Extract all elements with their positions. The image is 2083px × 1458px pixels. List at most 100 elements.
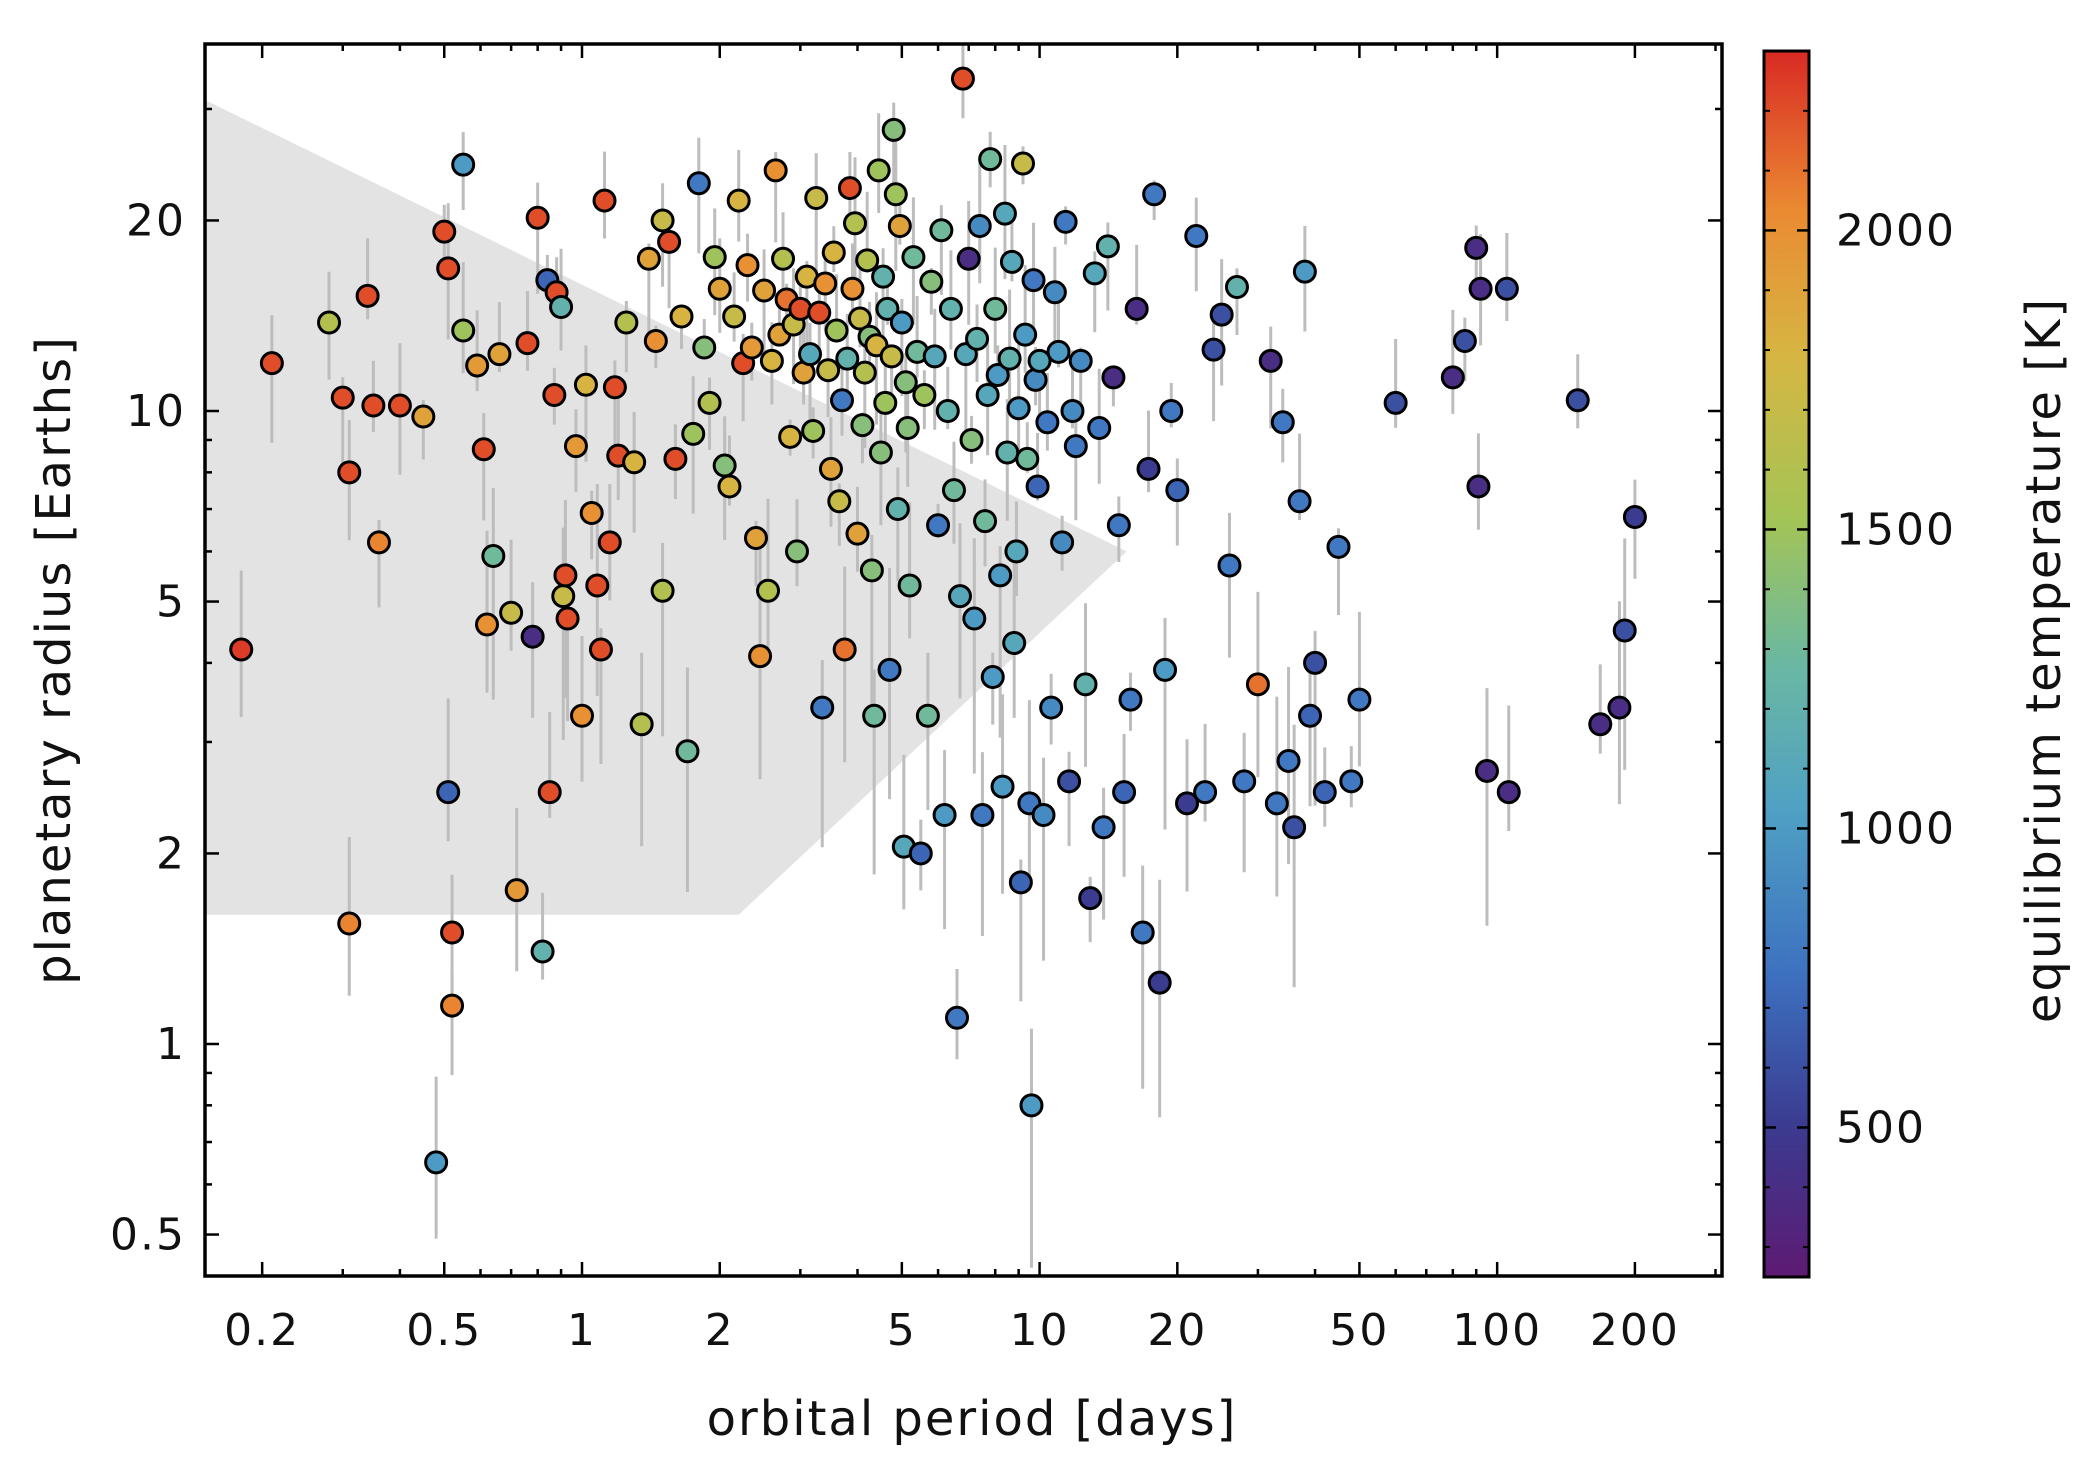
data-point [735,253,760,278]
data-point [997,346,1022,371]
data-point [748,644,773,669]
data-point [1087,416,1112,441]
data-point [1209,302,1234,327]
data-point [788,296,813,321]
data-point [1612,618,1637,643]
data-point [702,245,727,270]
data-point [436,780,461,805]
y-tick-labels: 0.5 1 2 5 10 20 [110,195,186,1260]
data-point [1224,274,1249,299]
data-point [970,803,995,828]
data-point [1159,398,1184,423]
data-point [850,413,875,438]
y-tick-label: 20 [126,195,186,246]
data-point [1565,388,1590,413]
data-point [515,331,540,356]
data-point [824,318,849,343]
data-point [1292,259,1317,284]
data-point [1021,268,1046,293]
data-point [585,573,610,598]
data-point [985,362,1010,387]
data-point [798,342,823,367]
data-point [1193,780,1218,805]
data-point [801,418,826,443]
data-point [636,246,661,271]
x-tick-label: 0.2 [224,1305,300,1356]
data-point [1153,657,1178,682]
data-point [451,318,476,343]
data-point [361,393,386,418]
x-tick-label: 100 [1452,1305,1542,1356]
data-point [424,1150,449,1175]
data-point [1078,886,1103,911]
data-point [889,310,914,335]
data-point [840,276,865,301]
data-point [451,152,476,177]
data-point [1063,434,1088,459]
data-point [1303,650,1328,675]
data-point [827,489,852,514]
data-point [895,416,920,441]
data-point [1276,748,1301,773]
data-point [926,513,951,538]
data-point [1130,920,1155,945]
data-point [1184,223,1209,248]
data-point [821,240,846,265]
colorbar-ticks: 500 1000 1500 2000 [1764,109,1954,1249]
y-tick-label: 10 [126,386,186,437]
data-point [1035,410,1060,435]
data-point [897,573,922,598]
data-point [837,176,862,201]
data-point [588,637,613,662]
data-point [1201,337,1226,362]
data-point [1004,539,1029,564]
data-point [759,348,784,373]
data-point [1015,446,1040,471]
data-point [1494,276,1519,301]
data-point [481,544,506,569]
data-point [1175,791,1200,816]
x-tick-label: 20 [1147,1305,1207,1356]
colorbar-title: equilibrium temperature [K] [2016,297,2072,1023]
data-point [881,117,906,142]
data-point [259,351,284,376]
data-point [1073,672,1098,697]
data-point [549,294,574,319]
data-point [504,878,529,903]
axis-ticks [205,44,1722,1276]
data-point [818,456,843,481]
data-point [563,434,588,459]
x-tick-label: 0.5 [406,1305,482,1356]
data-point [771,246,796,271]
plot-frame [203,42,1724,1278]
data-point [992,201,1017,226]
data-point [1112,780,1137,805]
data-point [629,712,654,737]
data-point [990,774,1015,799]
data-point [675,739,700,764]
data-point [879,344,904,369]
data-point [866,158,891,183]
data-point [1607,695,1632,720]
data-point [525,205,550,230]
data-point [956,246,981,271]
data-point [1023,367,1048,392]
data-point [885,497,910,522]
data-point [1142,182,1167,207]
data-point [387,393,412,418]
data-point [1011,151,1036,176]
data-point [555,606,580,631]
data-point [1039,695,1064,720]
data-point [1057,769,1082,794]
data-point [1270,410,1295,435]
data-point [229,637,254,662]
data-point [722,304,747,329]
data-point [941,478,966,503]
y-tick-label: 1 [156,1019,186,1070]
x-tick-label: 1 [567,1305,597,1356]
data-point [842,211,867,236]
data-point [436,256,461,281]
data-point [855,248,880,273]
data-point [692,335,717,360]
data-point [778,424,803,449]
